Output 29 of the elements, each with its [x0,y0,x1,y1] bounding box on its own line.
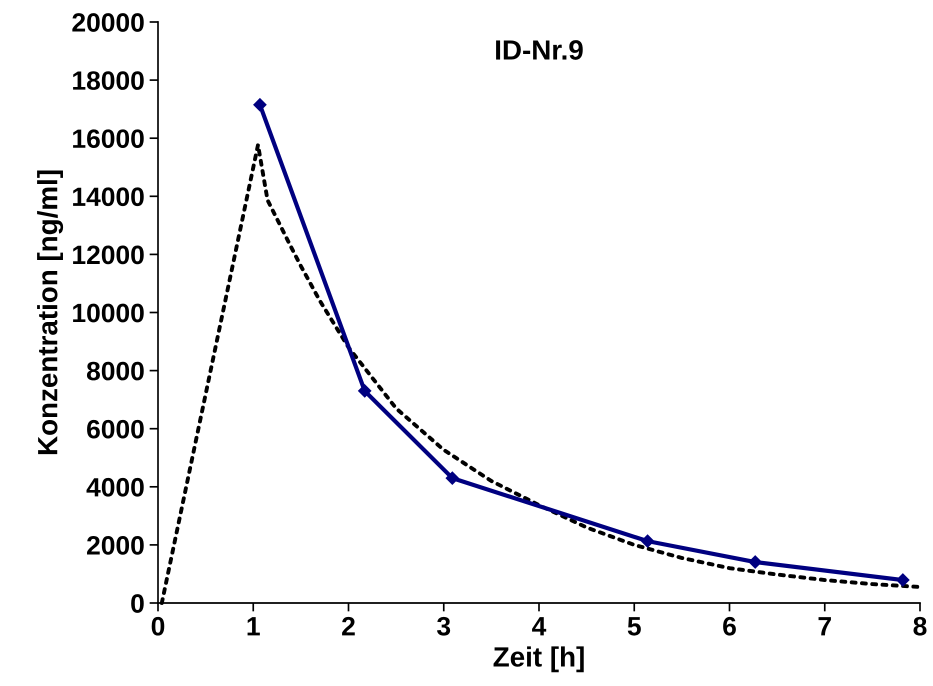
y-tick-label: 16000 [73,129,144,148]
point [748,555,762,569]
x-tick-label: 1 [248,617,260,636]
y-tick-label: 2000 [87,536,144,555]
y-tick-label: 6000 [87,420,144,439]
x-tick-label: 5 [628,617,641,636]
y-tick-label: 4000 [86,478,144,497]
point [253,98,267,112]
x-tick-label: 0 [152,616,164,636]
y-tick-label: 18000 [73,71,144,90]
y-tick-label: 20000 [72,13,144,32]
y-tick-label: 14000 [73,187,144,206]
x-axis-title: Zeit [h] [494,646,584,672]
y-tick-label: 8000 [86,362,144,380]
point [896,573,910,587]
point [358,384,372,398]
point [446,471,459,485]
x-tick-label: 3 [437,616,450,636]
y-tick-label: 10000 [73,304,144,322]
text: ID-Nr.9 [496,40,583,60]
y-axis-title: Konzentration [ng/ml] [37,170,64,454]
y-tick-label: 0 [131,594,144,613]
x-tick-label: 8 [914,616,927,636]
x-tick-label: 2 [342,616,355,636]
y-tick-label: 12000 [73,246,144,264]
x-tick-label: 6 [723,616,736,636]
x-tick-label: 4 [532,617,546,636]
point [640,534,654,548]
x-tick-label: 7 [818,617,831,636]
